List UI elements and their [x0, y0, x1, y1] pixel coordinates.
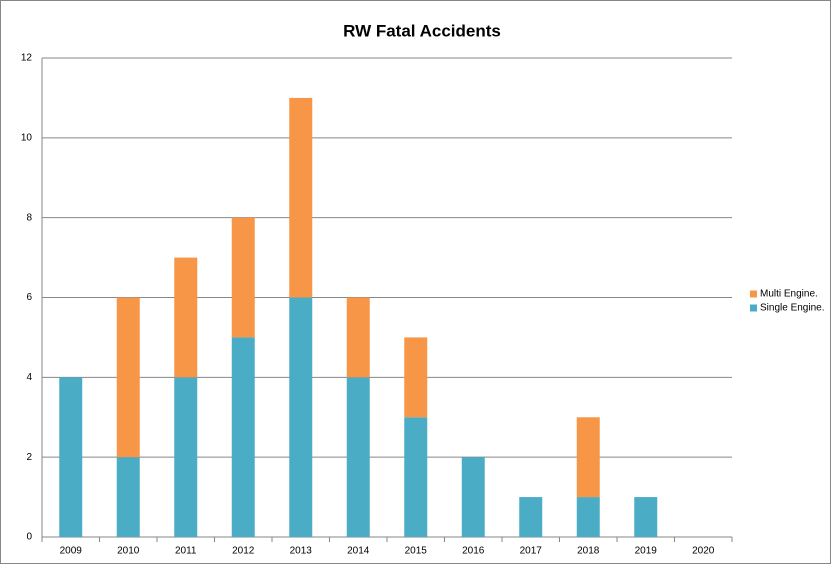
x-tick-label: 2019 — [635, 546, 658, 557]
bar-segment — [634, 497, 658, 537]
bar-segment — [576, 497, 600, 537]
x-tick-label: 2009 — [60, 546, 83, 557]
x-tick-label: 2018 — [577, 546, 600, 557]
bar-segment — [404, 337, 428, 418]
legend-swatch — [750, 290, 757, 298]
x-tick-label: 2012 — [232, 546, 255, 557]
x-tick-label: 2011 — [175, 546, 197, 557]
bar-segment — [404, 417, 428, 537]
y-tick-label: 4 — [26, 372, 32, 383]
bar-segment — [346, 297, 370, 378]
bar-segment — [289, 97, 313, 298]
x-tick-label: 2017 — [520, 546, 543, 557]
bar-segment — [346, 377, 370, 537]
y-tick-label: 0 — [26, 532, 32, 543]
legend-label: Multi Engine. — [760, 289, 818, 300]
bar-segment — [116, 297, 140, 458]
legend-swatch — [750, 304, 757, 312]
x-tick-label: 2014 — [347, 546, 370, 557]
bar-segment — [519, 497, 543, 537]
bar-segment — [59, 377, 83, 537]
x-tick-label: 2016 — [462, 546, 485, 557]
y-tick-label: 10 — [21, 132, 33, 143]
x-tick-label: 2013 — [290, 546, 313, 557]
bar-segment — [116, 457, 140, 537]
bar-segment — [231, 217, 255, 338]
y-tick-label: 2 — [26, 452, 32, 463]
y-tick-label: 6 — [26, 292, 32, 303]
bar-segment — [461, 457, 485, 537]
x-tick-label: 2010 — [117, 546, 140, 557]
y-tick-label: 12 — [21, 53, 33, 64]
bar-segment — [174, 257, 198, 378]
x-tick-label: 2020 — [692, 546, 715, 557]
bar-segment — [576, 417, 600, 498]
legend-label: Single Engine. — [760, 303, 825, 314]
bar-segment — [231, 337, 255, 537]
bar-segment — [174, 377, 198, 537]
bar-segment — [289, 297, 313, 537]
y-tick-label: 8 — [26, 212, 32, 223]
x-tick-label: 2015 — [405, 546, 428, 557]
chart-title: RW Fatal Accidents — [343, 21, 501, 40]
